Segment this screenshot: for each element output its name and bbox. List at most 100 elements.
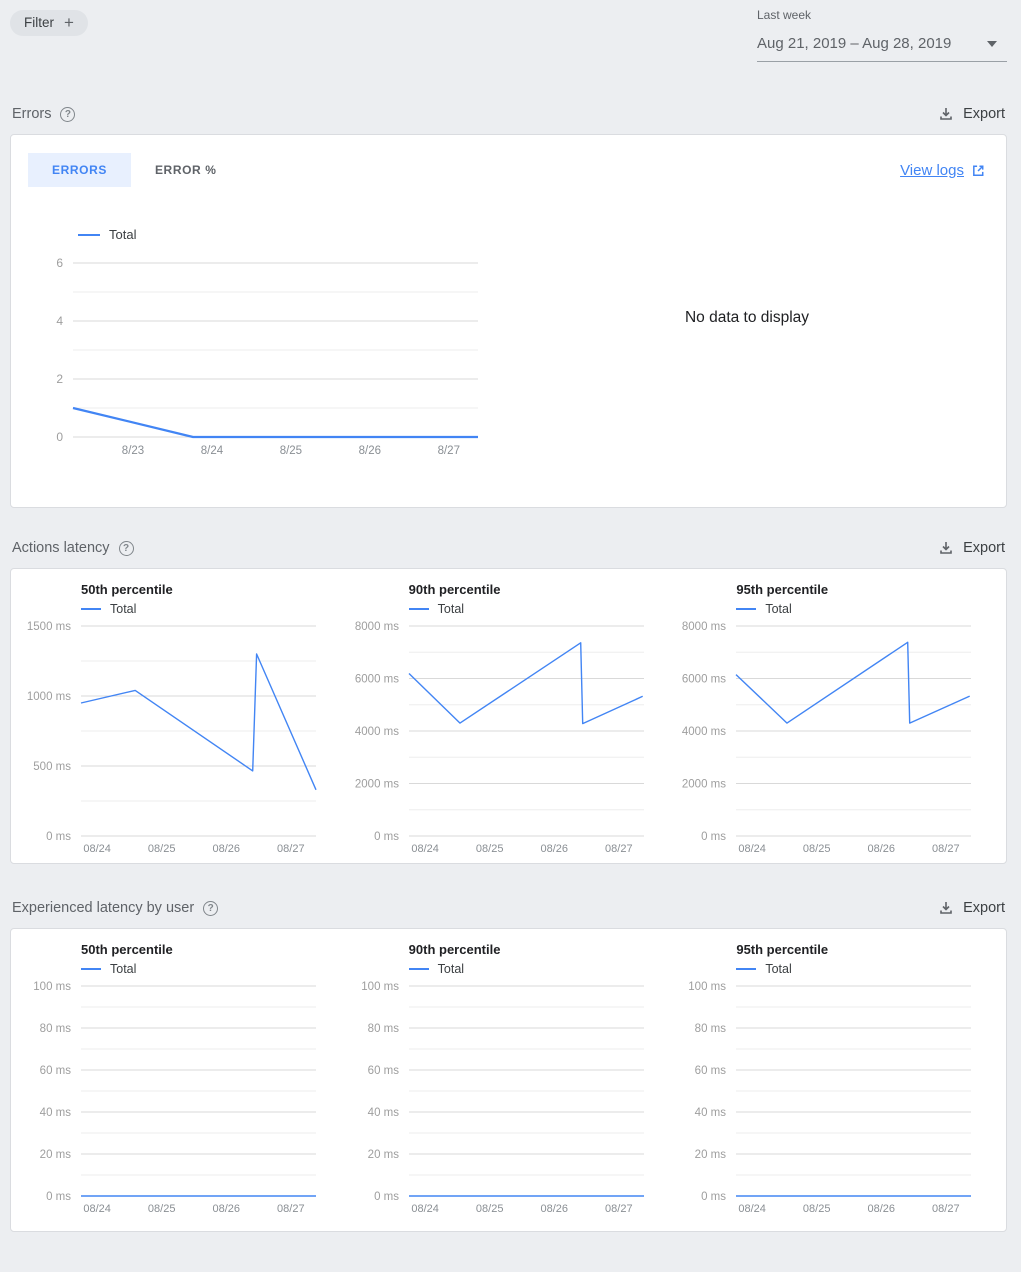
export-label: Export: [963, 540, 1005, 556]
actions-latency-title: Actions latency ?: [12, 540, 134, 556]
errors-section-title: Errors ?: [12, 106, 76, 122]
chart-legend: Total: [736, 602, 1006, 616]
tab-error-percent[interactable]: ERROR %: [131, 153, 241, 187]
svg-text:20 ms: 20 ms: [695, 1149, 727, 1161]
svg-text:08/26: 08/26: [868, 843, 896, 855]
chart-title: 90th percentile: [408, 942, 501, 957]
svg-text:08/27: 08/27: [605, 1203, 633, 1215]
errors-tabs: ERRORS ERROR % View logs: [28, 153, 986, 187]
legend-line-icon: [408, 608, 429, 610]
legend-label: Total: [109, 227, 137, 242]
svg-text:8/25: 8/25: [280, 445, 302, 457]
svg-text:20 ms: 20 ms: [367, 1149, 399, 1161]
tab-errors[interactable]: ERRORS: [28, 153, 131, 187]
svg-text:80 ms: 80 ms: [367, 1023, 399, 1035]
plus-icon: +: [64, 12, 74, 32]
help-icon[interactable]: ?: [203, 900, 219, 916]
svg-text:500 ms: 500 ms: [33, 761, 71, 773]
svg-text:6000 ms: 6000 ms: [355, 674, 399, 686]
svg-text:08/26: 08/26: [212, 843, 240, 855]
legend-line-icon: [408, 968, 429, 970]
chart-canvas: 0 ms 2000 ms 4000 ms 6000 ms 8000 ms 08/24 08/…: [678, 618, 1006, 860]
svg-text:08/25: 08/25: [803, 1203, 831, 1215]
view-logs-link[interactable]: View logs: [900, 162, 986, 179]
legend-label: Total: [437, 602, 465, 616]
svg-text:4: 4: [56, 314, 63, 328]
chart-canvas: 0 ms 20 ms 40 ms 60 ms 80 ms 100 ms 08/24 08/25…: [678, 978, 1006, 1220]
errors-title-text: Errors: [12, 106, 52, 122]
help-icon[interactable]: ?: [60, 106, 76, 122]
legend-label: Total: [110, 962, 137, 976]
svg-text:0 ms: 0 ms: [374, 1191, 399, 1203]
svg-text:6000 ms: 6000 ms: [682, 674, 726, 686]
errors-chart-area: Total 0 2 4 6 8/23 8/24 8/25 8/26 8/27: [28, 227, 508, 464]
legend-label: Total: [437, 962, 465, 976]
help-icon[interactable]: ?: [118, 540, 134, 556]
filter-label: Filter: [24, 15, 54, 30]
svg-text:08/27: 08/27: [277, 1203, 305, 1215]
svg-text:0 ms: 0 ms: [701, 1191, 726, 1203]
svg-text:08/24: 08/24: [83, 1203, 111, 1215]
actions-latency-export-button[interactable]: Export: [938, 540, 1005, 556]
svg-text:40 ms: 40 ms: [40, 1107, 72, 1119]
chart-block-50th: 50th percentile Total 0 ms 500 ms 1000 ms 1…: [23, 582, 351, 860]
date-range-picker: Last week Aug 21, 2019 – Aug 28, 2019: [757, 8, 1007, 62]
svg-text:1000 ms: 1000 ms: [27, 691, 71, 703]
legend-label: Total: [110, 602, 137, 616]
download-icon: [940, 542, 952, 554]
legend-label: Total: [765, 962, 792, 976]
svg-text:4000 ms: 4000 ms: [682, 726, 726, 738]
svg-text:6: 6: [56, 256, 63, 270]
svg-text:0: 0: [56, 430, 63, 444]
view-logs-label: View logs: [900, 161, 964, 179]
svg-text:08/25: 08/25: [148, 1203, 176, 1215]
svg-text:0 ms: 0 ms: [701, 831, 726, 843]
svg-text:8/27: 8/27: [438, 445, 460, 457]
errors-card: ERRORS ERROR % View logs Total 0 2 4 6 8/23 8…: [10, 134, 1007, 508]
chart-canvas: 0 ms 20 ms 40 ms 60 ms 80 ms 100 ms 08/24 08/25…: [351, 978, 679, 1220]
legend-line-icon: [78, 233, 100, 236]
chart-title: 95th percentile: [736, 942, 829, 957]
actions-latency-card: 50th percentile Total 0 ms 500 ms 1000 ms 1…: [10, 568, 1007, 864]
svg-text:08/27: 08/27: [932, 1203, 960, 1215]
svg-text:8/24: 8/24: [201, 445, 224, 457]
chart-legend: Total: [736, 962, 1006, 976]
svg-text:80 ms: 80 ms: [40, 1023, 72, 1035]
errors-card-body: Total 0 2 4 6 8/23 8/24 8/25 8/26 8/27 No data t…: [28, 227, 986, 464]
svg-text:8000 ms: 8000 ms: [682, 621, 726, 633]
export-label: Export: [963, 900, 1005, 916]
chart-block-95th: 95th percentile Total 0 ms 20 ms 40 ms 60 m…: [678, 942, 1006, 1220]
chart-canvas: 0 ms 2000 ms 4000 ms 6000 ms 8000 ms 08/24 08/…: [351, 618, 679, 860]
experienced-latency-card: 50th percentile Total 0 ms 20 ms 40 ms 60 m…: [10, 928, 1007, 1232]
filter-button[interactable]: Filter +: [10, 10, 88, 36]
experienced-latency-export-button[interactable]: Export: [938, 900, 1005, 916]
svg-text:08/26: 08/26: [540, 843, 568, 855]
svg-text:100 ms: 100 ms: [361, 981, 399, 993]
errors-chart-canvas: 0 2 4 6 8/23 8/24 8/25 8/26 8/27: [28, 256, 508, 464]
legend-line-icon: [736, 608, 757, 610]
chevron-down-icon: [987, 40, 997, 47]
svg-text:08/26: 08/26: [540, 1203, 568, 1215]
no-data-message: No data to display: [684, 309, 810, 326]
top-bar: Filter + Last week Aug 21, 2019 – Aug 28…: [0, 0, 1021, 72]
svg-text:08/27: 08/27: [277, 843, 305, 855]
svg-text:08/24: 08/24: [411, 843, 439, 855]
svg-text:2: 2: [56, 372, 63, 386]
date-range-value: Aug 21, 2019 – Aug 28, 2019: [757, 35, 952, 52]
experienced-latency-section-header: Experienced latency by user ? Export: [12, 900, 1005, 916]
errors-export-button[interactable]: Export: [938, 106, 1005, 122]
svg-text:08/26: 08/26: [212, 1203, 240, 1215]
chart-title: 50th percentile: [81, 582, 173, 597]
date-range-select[interactable]: Aug 21, 2019 – Aug 28, 2019: [757, 35, 1007, 62]
legend-line-icon: [81, 608, 101, 610]
chart-canvas: 0 ms 500 ms 1000 ms 1500 ms 08/24 08/25 08/26 0…: [23, 618, 351, 860]
svg-text:08/27: 08/27: [932, 843, 960, 855]
svg-text:0 ms: 0 ms: [46, 831, 71, 843]
svg-text:40 ms: 40 ms: [695, 1107, 727, 1119]
legend-line-icon: [736, 968, 757, 970]
svg-text:60 ms: 60 ms: [40, 1065, 72, 1077]
svg-text:40 ms: 40 ms: [367, 1107, 399, 1119]
actions-latency-title-text: Actions latency: [12, 540, 110, 556]
chart-legend: Total: [81, 602, 351, 616]
download-icon: [940, 108, 952, 120]
